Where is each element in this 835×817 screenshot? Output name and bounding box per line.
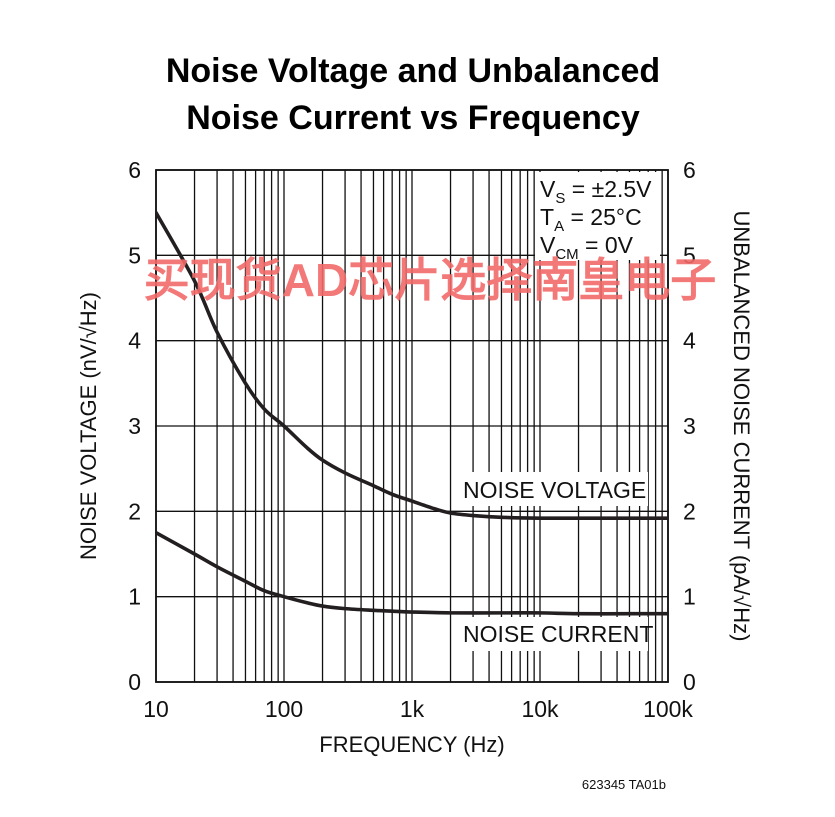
x-tick-label: 10k <box>521 696 559 722</box>
y-tick-label: 0 <box>128 669 141 695</box>
condition-ta: TA = 25°C <box>540 204 642 235</box>
y-tick-label: 5 <box>128 242 141 268</box>
noise-current-label: NOISE CURRENT <box>463 621 653 647</box>
noise-current-line <box>156 530 668 616</box>
y2-tick-label: 5 <box>683 242 696 268</box>
y-tick-label: 3 <box>128 413 141 439</box>
plot-frame <box>155 169 669 683</box>
y2-tick-label: 6 <box>683 157 696 183</box>
x-axis-title: FREQUENCY (Hz) <box>319 732 504 757</box>
y2-tick-label: 2 <box>683 498 696 524</box>
y2-tick-label: 0 <box>683 669 696 695</box>
noise-voltage-line <box>156 210 668 521</box>
y-tick-label: 1 <box>128 584 141 610</box>
noise-current-label-bg <box>458 617 648 651</box>
y-axis-title: NOISE VOLTAGE (nV/√Hz) <box>76 292 101 560</box>
grid <box>155 169 669 683</box>
figure-code: 623345 TA01b <box>582 777 666 792</box>
y-tick-label: 2 <box>128 498 141 524</box>
conditions-bg <box>535 172 660 260</box>
y2-tick-label: 4 <box>683 328 696 354</box>
x-tick-label: 100 <box>265 696 303 722</box>
watermark-text: 买现货AD芯片选择南皇电子 <box>144 254 716 306</box>
chart-title-line-1: Noise Voltage and Unbalanced <box>166 52 660 90</box>
x-tick-label: 1k <box>400 696 425 722</box>
y2-tick-label: 3 <box>683 413 696 439</box>
chart-title-line-2: Noise Current vs Frequency <box>186 99 640 137</box>
noise-voltage-label: NOISE VOLTAGE <box>463 477 646 503</box>
y2-axis-title: UNBALANCED NOISE CURRENT (pA/√Hz) <box>729 211 754 642</box>
noise-voltage-label-bg <box>458 472 648 506</box>
series-lines <box>156 210 668 616</box>
y-tick-label: 6 <box>128 157 141 183</box>
y2-tick-label: 1 <box>683 584 696 610</box>
x-tick-label: 100k <box>643 696 693 722</box>
x-tick-label: 10 <box>143 696 169 722</box>
y-tick-label: 4 <box>128 328 141 354</box>
conditions: VS = ±2.5V TA = 25°C VCM = 0V <box>540 176 652 263</box>
